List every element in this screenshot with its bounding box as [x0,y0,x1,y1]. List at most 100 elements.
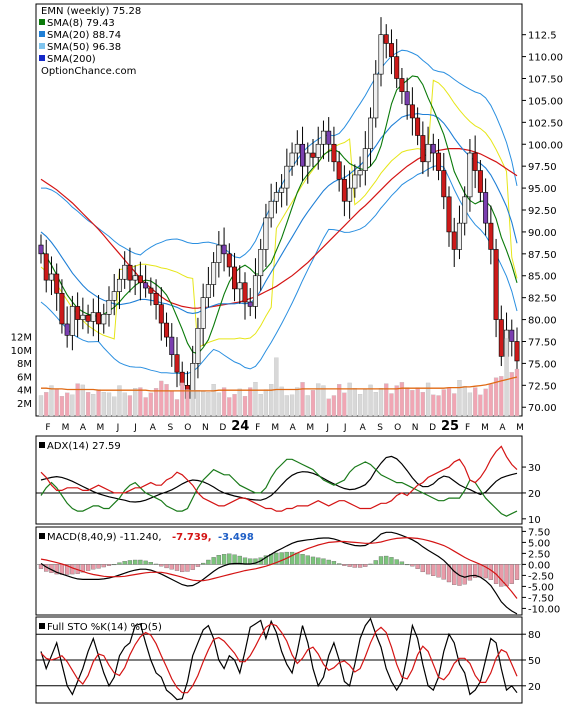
price-y-tick-label: 92.50 [528,206,557,217]
price-candle [54,273,60,294]
macd-histogram-bar [504,564,509,587]
price-candle [48,273,54,281]
volume-bar [232,394,237,417]
macd-panel-frame [35,526,523,616]
price-candle [430,143,436,154]
x-axis-label: 25 [441,419,459,434]
x-axis-label: J [343,423,347,433]
volume-bar [499,376,504,417]
price-candle [472,152,478,171]
volume-bar [305,395,310,417]
price-y-tick-label: 87.50 [528,250,557,261]
volume-bar [221,387,227,417]
price-candle [226,253,232,268]
macd-histogram-bar [295,552,300,565]
volume-bar [347,382,352,417]
price-candle [137,275,143,284]
price-candle [399,78,405,92]
price-candle [263,217,269,250]
adx-y-tick-label: 20 [528,489,541,500]
price-y-tick-label: 80.00 [528,316,557,327]
volume-y-tick-label: 8M [17,359,32,370]
macd-histogram-bar [462,564,467,585]
price-candle [273,192,279,202]
macd-histogram-bar [232,554,237,565]
macd-histogram-bar [300,554,305,565]
volume-bar [269,384,274,417]
volume-bar [106,392,112,417]
price-panel-frame [35,3,523,417]
price-candle [498,319,504,357]
legend-entry: EMN (weekly) 75.28 [41,6,141,17]
x-axis-label: F [465,423,470,433]
volume-y-tick-label: 10M [11,346,32,357]
price-candle [300,143,306,167]
macd-y-tick-label: -10.00 [528,604,560,615]
price-candle [247,301,253,307]
volume-average-line [41,376,518,392]
price-candle [483,192,489,224]
x-axis-label: A [80,423,87,433]
price-candle [315,143,321,158]
volume-bar [216,392,221,417]
volume-bar [258,394,263,417]
macd-histogram-bar [122,561,127,565]
volume-bar [295,387,300,417]
volume-bar [363,389,368,417]
volume-bar [201,391,206,417]
price-candle [373,73,379,119]
macd-histogram-bar [96,564,101,569]
macd-histogram-bar [117,562,122,565]
volume-bar [96,389,101,417]
macd-histogram-bar [446,564,452,583]
macd-histogram-bar [169,564,174,570]
volume-y-tick-label: 2M [17,399,32,410]
price-candle [320,130,326,145]
price-candle [221,244,227,255]
volume-bar [279,386,284,417]
price-candle [289,152,295,167]
macd-histogram-bar [263,555,269,565]
price-y-tick-label: 105.00 [528,96,563,107]
x-axis-label: S [377,423,383,433]
price-candle [252,275,258,307]
price-y-tick-label: 110.00 [528,53,563,64]
price-candle [488,222,494,250]
macd-histogram-bar [190,564,195,570]
macd-histogram-bar [153,563,159,565]
macd-histogram-bar [499,564,504,587]
volume-bar [389,393,394,417]
price-candle [143,282,149,289]
volume-bar [148,392,153,417]
price-candle [514,341,520,362]
volume-bar [185,389,190,417]
macd-histogram-bar [405,564,410,566]
macd-histogram-bar [368,563,373,565]
price-candle [96,312,102,325]
price-y-tick-label: 102.50 [528,118,563,129]
macd-histogram-bar [363,564,368,567]
price-candle [409,104,415,119]
adx-series-line-di [40,458,518,517]
price-candle [122,264,128,280]
x-axis-label: N [412,423,419,433]
volume-bar [70,394,75,417]
volume-bar [274,357,279,417]
volume-bar [75,383,80,417]
price-candle [404,91,410,106]
macd-histogram-bar [331,561,337,565]
volume-bar [462,386,467,417]
macd-histogram-bar [54,564,59,575]
price-candle [383,34,389,44]
macd-histogram-bar [216,555,221,565]
macd-histogram-bar [352,564,357,568]
bollinger-upper-line [41,49,518,259]
macd-y-tick-label: 5.00 [528,538,550,549]
macd-histogram-bar [211,557,216,565]
price-candle [456,222,462,250]
volume-bar [342,392,347,417]
macd-histogram-bar [305,555,310,565]
volume-bar [410,390,415,417]
sto-series-line-k [40,617,518,701]
macd-y-tick-label: -2.50 [528,571,554,582]
